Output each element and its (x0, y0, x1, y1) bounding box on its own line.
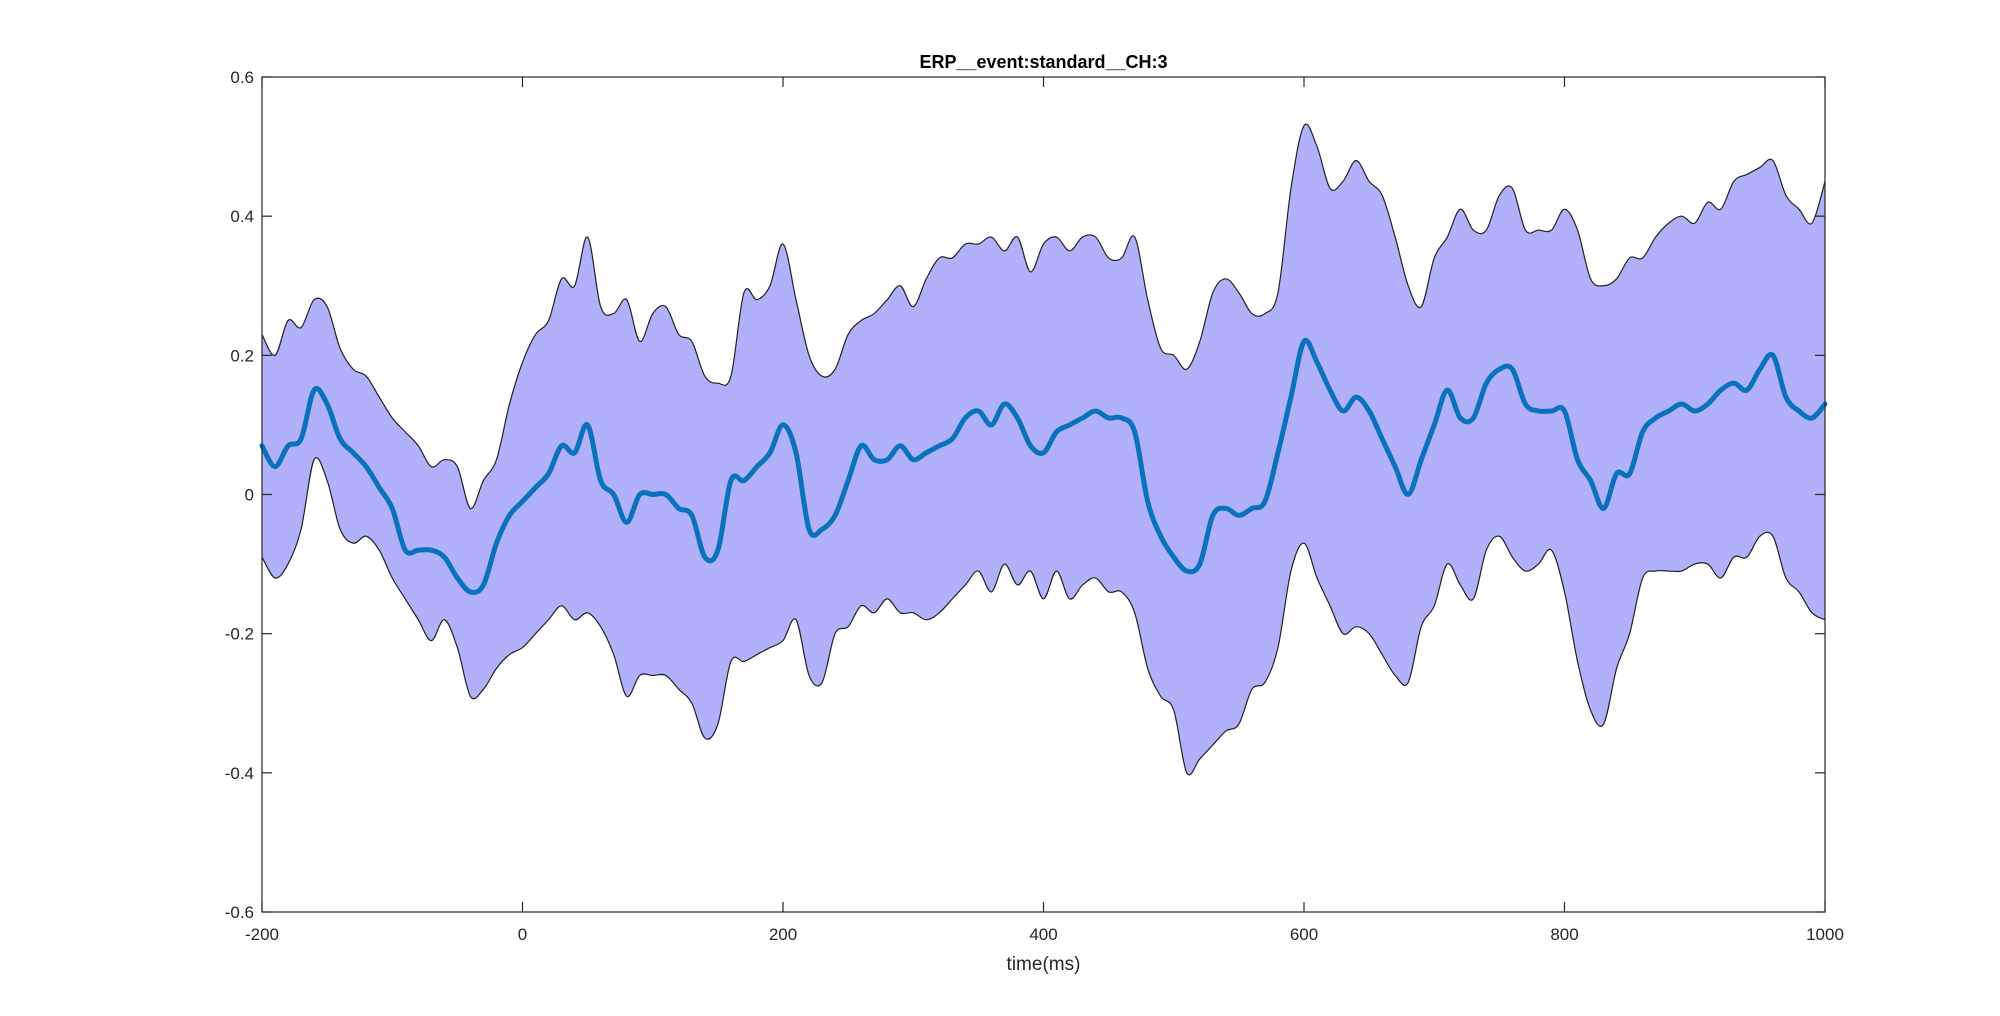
x-tick-label: -200 (245, 925, 279, 944)
x-axis-label: time(ms) (1007, 954, 1081, 975)
upper-bound-line (261, 123, 1826, 510)
x-tick-label: 400 (1029, 925, 1057, 944)
x-tick-label: 200 (769, 925, 797, 944)
y-tick-label: 0.2 (230, 346, 254, 365)
y-tick-label: 0.4 (230, 207, 254, 226)
y-tick-label: 0 (245, 486, 254, 505)
x-tick-label: 600 (1290, 925, 1318, 944)
y-tick-label: 0.6 (230, 68, 254, 87)
plot-area (259, 123, 1828, 776)
mean-erp-line (259, 337, 1828, 595)
x-tick-label: 0 (518, 925, 527, 944)
x-tick-label: 800 (1550, 925, 1578, 944)
y-tick-label: -0.6 (225, 903, 254, 922)
y-tick-label: -0.4 (225, 764, 254, 783)
axes: -200 0 200 400 600 800 1000 0.6 0.4 0.2 0 -0.2 -0.4 -… (225, 68, 1844, 944)
lower-bound-line (261, 457, 1826, 776)
chart-title: ERP__event:standard__CH:3 (919, 52, 1167, 72)
y-tick-label: -0.2 (225, 625, 254, 644)
x-tick-label: 1000 (1806, 925, 1844, 944)
